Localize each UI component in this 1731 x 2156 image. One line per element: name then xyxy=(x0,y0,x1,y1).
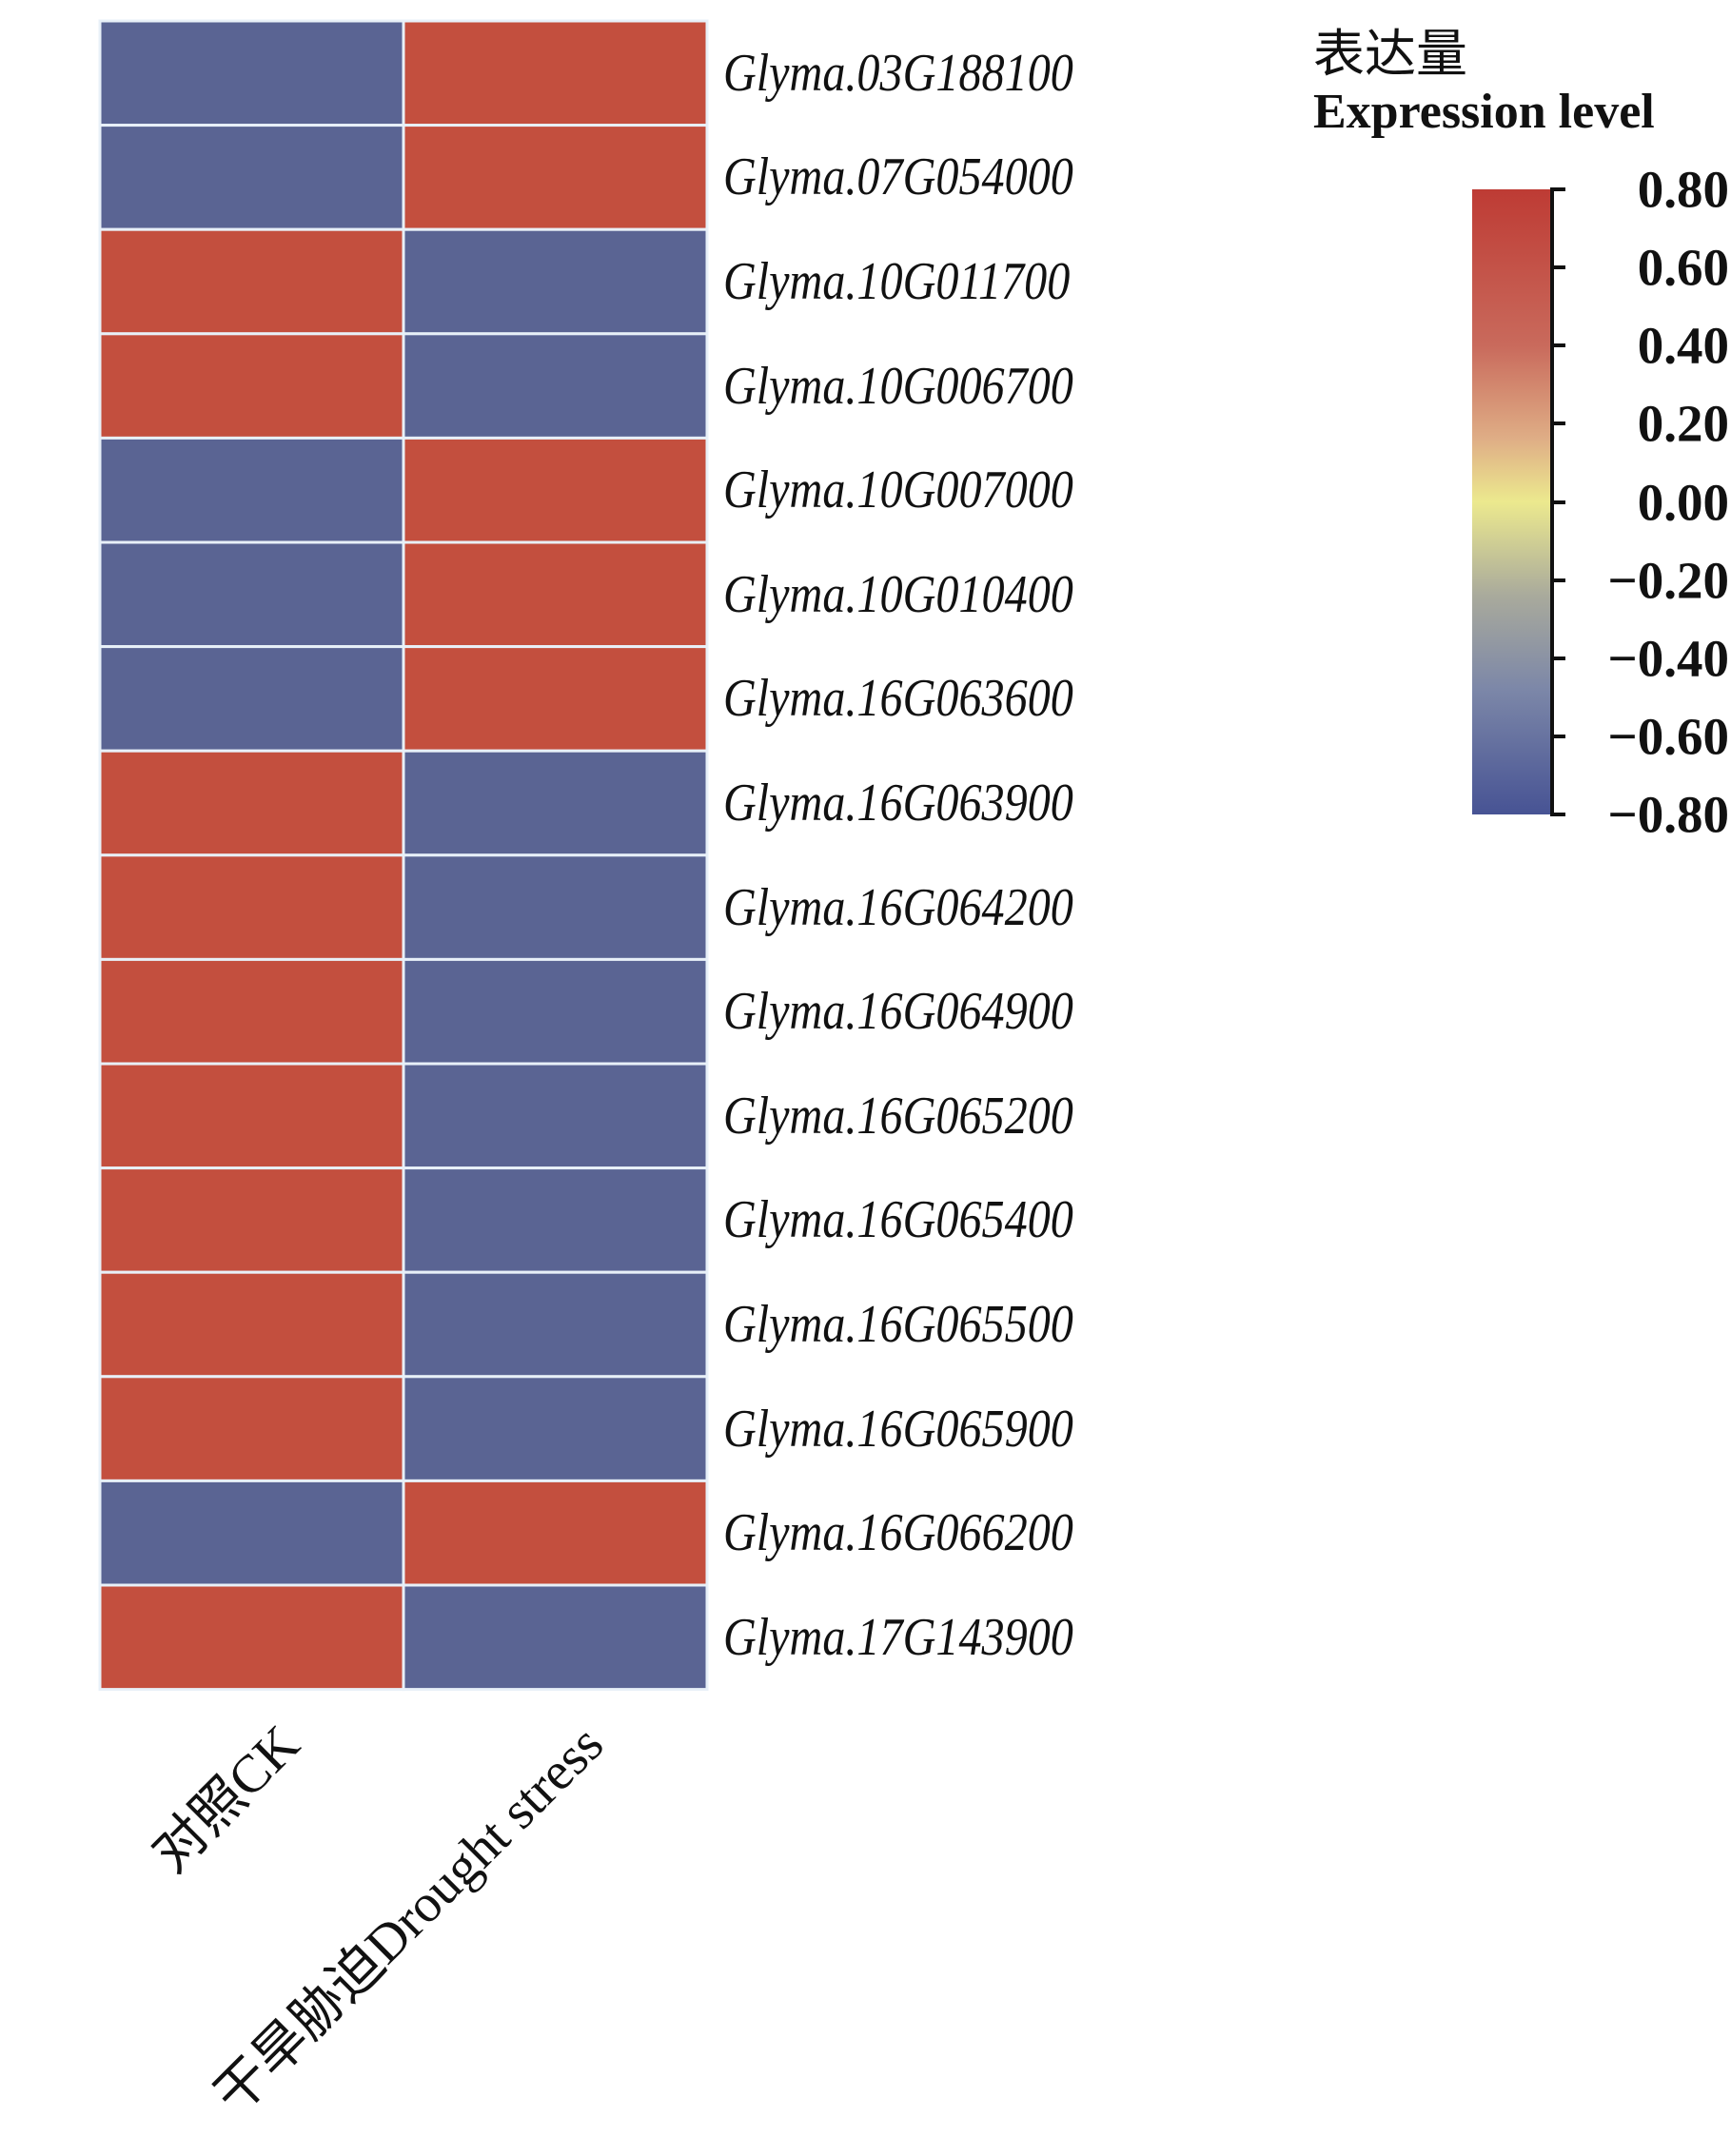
colorbar-tick-label: 0.60 xyxy=(1637,238,1729,297)
heatmap-cell xyxy=(98,332,405,440)
heatmap-cell xyxy=(98,436,405,544)
colorbar-tick-label: 0.40 xyxy=(1637,316,1729,375)
colorbar-tick-label: 0.00 xyxy=(1637,473,1729,531)
colorbar-tick xyxy=(1550,500,1565,504)
row-label: Glyma.16G065500 xyxy=(723,1295,1073,1354)
heatmap-cell xyxy=(98,957,405,1066)
colorbar xyxy=(1472,189,1550,814)
colorbar-tick xyxy=(1550,813,1565,816)
colorbar-tick-label: 0.80 xyxy=(1637,160,1729,219)
heatmap-cell xyxy=(98,1479,405,1587)
legend-title-en: Expression level xyxy=(1313,85,1655,139)
heatmap-cell xyxy=(98,1270,405,1379)
row-label: Glyma.16G064900 xyxy=(723,982,1073,1042)
heatmap-cell xyxy=(98,749,405,857)
colorbar-tick xyxy=(1550,187,1565,191)
row-label: Glyma.16G065400 xyxy=(723,1190,1073,1250)
heatmap-cell xyxy=(98,227,405,336)
colorbar-tick-label: −0.80 xyxy=(1607,785,1729,844)
heatmap-cell xyxy=(98,645,405,753)
heatmap-cell xyxy=(402,1166,709,1274)
colorbar-tick xyxy=(1550,265,1565,270)
heatmap-cell xyxy=(402,19,709,127)
heatmap-cell xyxy=(402,540,709,649)
heatmap-cell xyxy=(402,1062,709,1170)
row-label: Glyma.10G006700 xyxy=(723,356,1073,416)
legend-title-cn: 表达量 xyxy=(1313,26,1467,83)
heatmap-cell xyxy=(98,1375,405,1482)
colorbar-tick-label: −0.60 xyxy=(1607,707,1729,766)
heatmap-cell xyxy=(402,1375,709,1482)
heatmap-cell xyxy=(98,19,405,127)
row-label: Glyma.16G064200 xyxy=(723,877,1073,937)
colorbar-tick xyxy=(1550,734,1565,738)
row-label: Glyma.16G065200 xyxy=(723,1086,1073,1146)
heatmap-cell xyxy=(402,1270,709,1379)
row-label: Glyma.03G188100 xyxy=(723,43,1073,103)
colorbar-tick xyxy=(1550,578,1565,582)
row-label: Glyma.16G063900 xyxy=(723,774,1073,833)
colorbar-tick-label: 0.20 xyxy=(1637,394,1729,453)
row-label: Glyma.16G063600 xyxy=(723,669,1073,729)
heatmap-cell xyxy=(402,749,709,857)
heatmap-cell xyxy=(402,853,709,961)
colorbar-tick-label: −0.20 xyxy=(1607,551,1729,610)
heatmap-cell xyxy=(98,1062,405,1170)
row-label: Glyma.07G054000 xyxy=(723,147,1073,207)
heatmap-cell xyxy=(402,124,709,231)
colorbar-tick xyxy=(1550,421,1565,426)
row-label: Glyma.10G010400 xyxy=(723,564,1073,624)
row-label: Glyma.10G011700 xyxy=(723,252,1071,311)
heatmap-cell xyxy=(402,1479,709,1587)
heatmap-cell xyxy=(402,957,709,1066)
row-label: Glyma.10G007000 xyxy=(723,461,1073,520)
colorbar-tick xyxy=(1550,656,1565,660)
colorbar-tick xyxy=(1550,343,1565,348)
heatmap-cell xyxy=(402,436,709,544)
colorbar-tick-label: −0.40 xyxy=(1607,629,1729,688)
heatmap-cell xyxy=(402,227,709,336)
row-label: Glyma.16G066200 xyxy=(723,1503,1073,1563)
heatmap-cell xyxy=(402,1583,709,1692)
heatmap-cell xyxy=(98,540,405,649)
heatmap-cell xyxy=(98,124,405,231)
row-label: Glyma.17G143900 xyxy=(723,1607,1073,1667)
heatmap-cell xyxy=(402,332,709,440)
heatmap-cell xyxy=(98,1166,405,1274)
row-label: Glyma.16G065900 xyxy=(723,1399,1073,1459)
heatmap-cell xyxy=(98,853,405,961)
heatmap-cell xyxy=(98,1583,405,1692)
heatmap-cell xyxy=(402,645,709,753)
